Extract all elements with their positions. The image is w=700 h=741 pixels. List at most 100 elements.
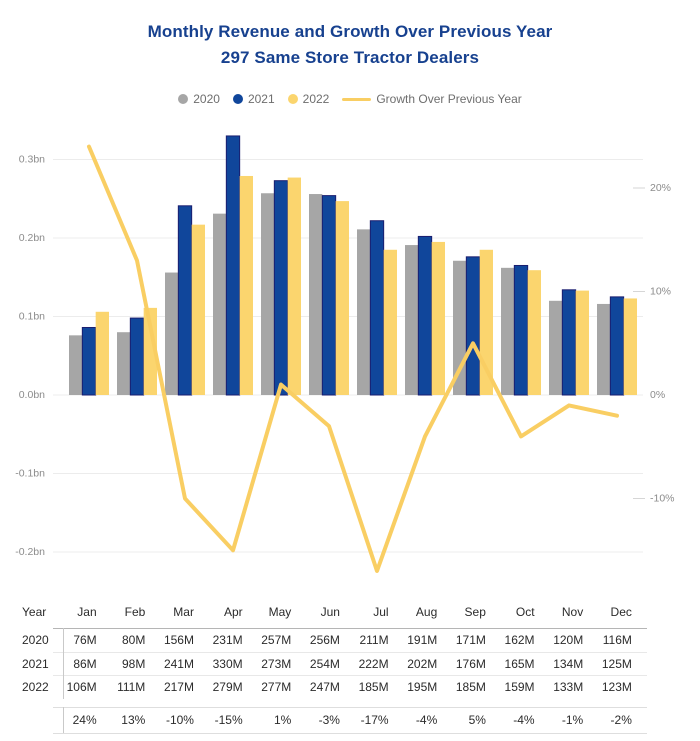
table-growth-aug: -4% [415, 713, 438, 727]
bar-2020-jan[interactable] [69, 335, 83, 395]
table-cell-2021-may: 273M [261, 656, 292, 671]
legend-item-2022[interactable]: 2022 [287, 92, 329, 106]
bar-2022-jun[interactable] [335, 201, 349, 395]
bar-2020-feb[interactable] [117, 332, 131, 395]
bar-2022-oct[interactable] [527, 270, 541, 395]
bar-2021-dec[interactable] [609, 296, 625, 396]
table-cell-2021-apr: 330M [212, 656, 243, 671]
bar-2020-apr[interactable] [213, 213, 227, 395]
bar-2022-mar[interactable] [191, 224, 205, 395]
table-header-may: May [268, 604, 292, 619]
table-growth-jun: -3% [318, 713, 340, 727]
table-header-nov: Nov [561, 604, 584, 619]
bar-2022-feb[interactable] [143, 307, 157, 395]
legend-line-swatch [342, 97, 372, 101]
table-divider [53, 675, 647, 676]
chart-legend: 2020 2021 2022 Growth Over Previous Year [0, 92, 700, 106]
table-divider [53, 628, 647, 629]
table-header-jan: Jan [77, 604, 97, 619]
bar-2021-oct[interactable] [513, 264, 529, 396]
table-cell-2020-mar: 156M [163, 633, 194, 648]
bar-2021-jun[interactable] [321, 195, 337, 396]
right-axis-tick-label: -10% [650, 492, 675, 504]
table-cell-2021-sep: 176M [455, 656, 486, 671]
table-year-column-separator [63, 707, 64, 733]
table-cell-2020-may: 257M [261, 633, 292, 648]
table-row-2020: 2020 76M 80M 156M 231M 257M 256M 211M 191M 171M 16… [20, 629, 647, 652]
legend-dot-swatch [287, 94, 298, 104]
table-row-2021: 2021 86M 98M 241M 330M 273M 254M 222M 202M 176M 16… [20, 653, 647, 676]
table-header-jul: Jul [373, 604, 389, 619]
table-cell-2020-jan: 76M [73, 633, 97, 648]
table-cell-2020-apr: 231M [212, 633, 243, 648]
bar-2021-sep[interactable] [465, 256, 481, 396]
bar-2021-jan[interactable] [81, 326, 97, 396]
bar-2021-aug[interactable] [417, 235, 433, 396]
bar-2020-dec[interactable] [597, 303, 611, 395]
table-cell-2022-jul: 185M [358, 680, 389, 695]
bar-2022-nov[interactable] [575, 290, 589, 395]
bar-2021-jul[interactable] [369, 220, 385, 396]
table-cell-2021-feb: 98M [121, 656, 146, 671]
bar-2020-aug[interactable] [405, 245, 419, 395]
table-header-apr: Apr [223, 604, 243, 619]
table-cell-2022-jan: 106M [66, 680, 97, 695]
bar-2020-jun[interactable] [309, 194, 323, 395]
bar-2021-apr[interactable] [225, 135, 241, 396]
bar-2022-jan[interactable] [95, 311, 109, 395]
table-growth-feb: 13% [121, 713, 146, 727]
legend-label: Growth Over Previous Year [376, 92, 522, 106]
legend-item-2020[interactable]: 2020 [178, 92, 220, 106]
table-growth-dec: -2% [610, 713, 632, 727]
bar-2020-oct[interactable] [501, 267, 515, 395]
right-axis-tick-label: 10% [650, 285, 671, 297]
growth-line[interactable] [87, 144, 619, 573]
chart-title-line1: Monthly Revenue and Growth Over Previous… [147, 22, 553, 41]
bar-2021-nov[interactable] [561, 289, 577, 396]
legend-item-growth-over-previous-year[interactable]: Growth Over Previous Year [342, 92, 522, 106]
table-header-feb: Feb [124, 604, 146, 619]
bar-2021-feb[interactable] [129, 317, 145, 396]
left-axis-tick-label: 0.2bn [19, 232, 45, 244]
legend-item-2021[interactable]: 2021 [232, 92, 275, 106]
bar-2020-may[interactable] [261, 193, 275, 395]
table-cell-2020-jun: 256M [309, 633, 340, 648]
bar-2021-may[interactable] [273, 180, 289, 396]
table-cell-2022-nov: 133M [553, 680, 584, 695]
table-cell-2021-jun: 254M [309, 656, 340, 671]
bar-2022-dec[interactable] [623, 298, 637, 395]
left-axis-tick-label: 0.1bn [19, 310, 45, 322]
table-cell-2022-mar: 217M [163, 680, 194, 695]
table-cell-2020-jul: 211M [359, 633, 389, 648]
legend-dot-swatch [232, 94, 243, 104]
table-spacer [20, 699, 647, 707]
table-header-row: Year Jan Feb Mar Apr May Jun Jul Aug Sep Oct Nov Dec [20, 595, 647, 628]
table-cell-2021-jan: 86M [73, 656, 97, 671]
table-cell-2020-sep: 171M [455, 633, 486, 648]
table-header-oct: Oct [515, 604, 535, 619]
table-growth-may: 1% [273, 713, 292, 727]
table-header-dec: Dec [610, 604, 632, 619]
legend-label: 2020 [193, 92, 220, 106]
bar-2022-may[interactable] [287, 177, 301, 395]
table-cell-2021-mar: 241M [163, 656, 194, 671]
bar-2021-mar[interactable] [177, 205, 193, 396]
bar-2022-aug[interactable] [431, 241, 445, 395]
monthly-revenue-table: Year Jan Feb Mar Apr May Jun Jul Aug Sep Oct Nov Dec… [20, 595, 647, 734]
table-growth-nov: -1% [561, 713, 584, 727]
table-cell-2022-sep: 185M [455, 680, 486, 695]
table-growth-jan: 24% [72, 713, 97, 727]
left-axis-tick-label: 0.0bn [19, 389, 45, 401]
table-divider [53, 651, 647, 653]
bar-2020-jul[interactable] [357, 229, 371, 395]
table-cell-2021-dec: 125M [601, 656, 632, 671]
bar-2020-mar[interactable] [165, 272, 179, 395]
chart-title: Monthly Revenue and Growth Over Previous… [0, 19, 700, 71]
bar-2020-nov[interactable] [549, 300, 563, 395]
table-growth-apr: -15% [214, 713, 243, 727]
table-growth-jul: -17% [360, 713, 389, 727]
bar-2022-jul[interactable] [383, 249, 397, 395]
bar-2022-apr[interactable] [239, 175, 253, 395]
table-cell-2022-feb: 111M [117, 680, 146, 695]
table-cell-2021-oct: 165M [504, 656, 535, 671]
